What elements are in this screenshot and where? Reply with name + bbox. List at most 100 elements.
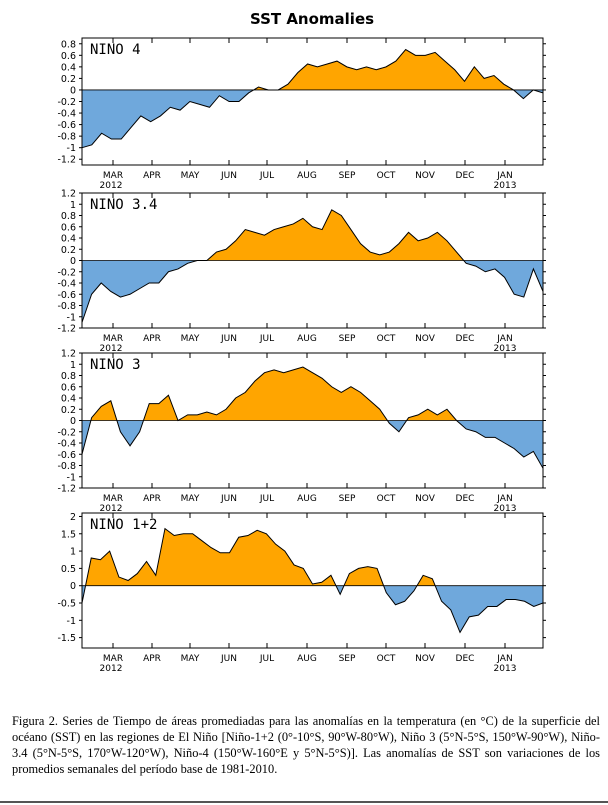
anomaly-series-line — [81, 209, 544, 323]
year-label: 2013 — [494, 344, 517, 354]
panel-label: NINO 1+2 — [90, 517, 157, 533]
x-tick-label: JAN — [496, 654, 512, 664]
y-tick-label: 0.5 — [61, 564, 76, 575]
x-tick-label: MAY — [181, 171, 200, 181]
x-tick-label: OCT — [377, 654, 396, 664]
plot-frame — [81, 512, 544, 649]
x-tick-label: MAY — [181, 654, 200, 664]
panel-label: NINO 3.4 — [90, 197, 157, 213]
x-tick-label: SEP — [339, 171, 356, 181]
x-tick-label: APR — [143, 494, 161, 504]
y-tick-label: 0 — [70, 85, 76, 96]
y-tick-label: 0.2 — [61, 74, 76, 85]
x-tick-label: AUG — [297, 334, 317, 344]
y-tick-label: 0.2 — [61, 245, 76, 256]
year-label: 2012 — [100, 504, 123, 514]
y-tick-label: -0.2 — [57, 427, 76, 438]
year-label: 2012 — [100, 664, 123, 674]
y-tick-label: 0.6 — [61, 51, 76, 62]
x-tick-label: APR — [143, 171, 161, 181]
y-tick-label: 0 — [70, 256, 76, 267]
y-tick-label: -1 — [67, 472, 76, 483]
y-tick-label: -0.8 — [57, 461, 76, 472]
x-tick-label: JUN — [220, 494, 237, 504]
x-tick-label: OCT — [377, 494, 396, 504]
negative-anomaly-area — [82, 585, 543, 633]
chart-title: SST Anomalies — [250, 10, 374, 28]
y-tick-label: 0 — [70, 581, 76, 592]
x-tick-label: NOV — [415, 654, 436, 664]
y-tick-label: 1 — [70, 200, 76, 211]
y-tick-label: -1 — [67, 312, 76, 323]
x-tick-label: SEP — [339, 494, 356, 504]
x-tick-label: SEP — [339, 334, 356, 344]
x-tick-label: APR — [143, 654, 161, 664]
negative-anomaly-area — [82, 420, 543, 469]
y-tick-label: 0.4 — [61, 394, 76, 405]
x-tick-label: MAR — [103, 334, 123, 344]
y-tick-label: -0.4 — [57, 439, 76, 450]
y-tick-label: -0.4 — [57, 109, 76, 120]
year-label: 2013 — [494, 504, 517, 514]
x-tick-label: DEC — [456, 171, 475, 181]
anomaly-series-line — [81, 527, 544, 634]
y-tick-label: -0.8 — [57, 301, 76, 312]
y-tick-label: -1.5 — [57, 633, 76, 644]
y-tick-label: -1.2 — [57, 155, 76, 166]
positive-anomaly-area — [82, 367, 543, 421]
panel-4: NINO 1+2 2 1.5 1 0.5 0 -0.5 -1 -1.5 MAR APR MAY JUN J… — [57, 512, 546, 674]
x-tick-label: MAR — [103, 654, 123, 664]
x-tick-label: JAN — [496, 494, 512, 504]
y-tick-label: 2 — [70, 512, 76, 523]
x-tick-label: MAR — [103, 494, 123, 504]
x-tick-label: JUL — [259, 171, 274, 181]
x-tick-label: AUG — [297, 494, 317, 504]
y-tick-label: -0.2 — [57, 97, 76, 108]
x-tick-label: AUG — [297, 654, 317, 664]
y-tick-label: 0.8 — [61, 371, 76, 382]
x-tick-label: APR — [143, 334, 161, 344]
y-tick-label: -1 — [67, 616, 76, 627]
figure-caption: Figura 2. Series de Tiempo de áreas prom… — [12, 714, 600, 776]
year-label: 2012 — [100, 181, 123, 191]
x-tick-label: OCT — [377, 334, 396, 344]
x-tick-label: SEP — [339, 654, 356, 664]
y-tick-label: -0.2 — [57, 267, 76, 278]
y-tick-label: 1 — [70, 547, 76, 558]
x-tick-label: NOV — [415, 334, 436, 344]
sst-anomalies-figure: SST Anomalies NINO 40.80.60.40.20-0.2-0.… — [57, 10, 546, 674]
y-tick-label: -0.6 — [57, 450, 76, 461]
y-tick-label: 1.5 — [61, 529, 76, 540]
x-tick-label: AUG — [297, 171, 317, 181]
x-tick-label: JUN — [220, 654, 237, 664]
panel-3: NINO 31.210.80.60.40.20-0.2-0.4-0.6-0.8-… — [57, 349, 546, 514]
y-tick-label: 1.2 — [61, 189, 76, 200]
anomaly-series-line — [81, 366, 544, 469]
x-tick-label: DEC — [456, 334, 475, 344]
anomaly-series-line — [81, 48, 544, 149]
panel-label: NINO 4 — [90, 42, 141, 58]
negative-anomaly-area — [82, 89, 543, 148]
x-tick-label: JAN — [496, 334, 512, 344]
positive-anomaly-area — [82, 209, 543, 261]
y-tick-label: -0.4 — [57, 279, 76, 290]
y-tick-label: -0.6 — [57, 290, 76, 301]
y-tick-label: 1.2 — [61, 349, 76, 360]
x-tick-label: JUN — [220, 171, 237, 181]
x-tick-label: MAY — [181, 494, 200, 504]
y-tick-label: 0.4 — [61, 234, 76, 245]
x-tick-label: DEC — [456, 494, 475, 504]
x-tick-label: NOV — [415, 171, 436, 181]
y-tick-label: -1 — [67, 143, 76, 154]
y-tick-label: 0.2 — [61, 405, 76, 416]
x-tick-label: MAY — [181, 334, 200, 344]
y-tick-label: 0.6 — [61, 382, 76, 393]
x-tick-label: MAR — [103, 171, 123, 181]
x-tick-label: JUN — [220, 334, 237, 344]
y-tick-label: 1 — [70, 360, 76, 371]
y-tick-label: -0.6 — [57, 120, 76, 131]
y-tick-label: -0.5 — [57, 599, 76, 610]
panel-2: NINO 3.4 1.210.80.60.40.20-0.2-0.4-0.6-0.… — [57, 189, 546, 354]
panel-label: NINO 3 — [90, 357, 141, 373]
y-tick-label: -1.2 — [57, 484, 76, 495]
